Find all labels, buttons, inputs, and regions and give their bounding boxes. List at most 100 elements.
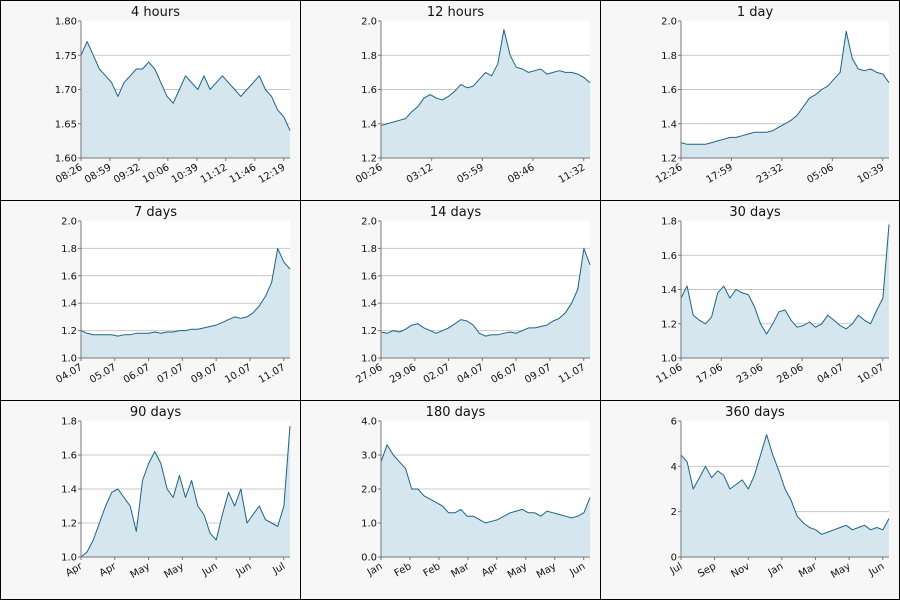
y-tick-label: 1.6 [661,85,677,96]
chart-svg: 1 day 1.2 1.4 1.6 1.8 2.0 12:26 17:59 23:32 05:06… [654,5,890,186]
x-tick-label: Jan [766,561,786,579]
y-tick-label: 1.2 [61,519,77,530]
y-tick-label: 1.8 [361,51,377,62]
y-tick-label: 1.2 [661,319,677,330]
x-tick-label: May [506,561,529,581]
series-area [81,426,290,557]
x-tick-label: 10.07 [856,362,886,386]
x-tick-label: 10:39 [170,162,200,186]
chart-title: 1 day [737,5,774,20]
y-tick-label: 1.2 [361,154,377,165]
chart-title: 180 days [426,405,486,420]
x-tick-label: Jan [365,561,385,579]
x-tick-label: 11.06 [654,362,684,386]
x-tick-label: 09.07 [523,362,553,386]
y-tick-label: 1.0 [661,354,677,365]
x-tick-label: 10:06 [141,162,171,186]
y-tick-label: 2.0 [361,485,377,496]
x-tick-label: Jun [200,561,220,579]
chart-panel: 180 days 0.0 1.0 2.0 3.0 4.0 Jan Feb Feb Mar Apr Ma… [300,400,601,600]
series-area [681,434,889,557]
y-tick-label: 2.0 [661,17,677,28]
chart-panel: 14 days 1.0 1.2 1.4 1.6 1.8 2.0 27.06 29.06 02.07… [300,200,601,401]
x-tick-label: 29.06 [388,362,418,386]
y-tick-label: 2 [671,507,677,518]
y-tick-label: 1.8 [361,244,377,255]
y-tick-label: 1.6 [61,451,77,462]
series-line [80,41,291,131]
x-tick-label: 08:46 [506,162,536,186]
series-area [81,248,290,358]
x-tick-label: 10:39 [856,162,886,186]
chart-title: 12 hours [427,5,484,20]
x-tick-label: May [129,561,152,581]
series-area [381,29,590,158]
y-tick-label: 1.8 [661,217,677,228]
chart-svg: 180 days 0.0 1.0 2.0 3.0 4.0 Jan Feb Feb Mar Apr Ma… [361,405,591,581]
y-tick-label: 1.2 [361,326,377,337]
y-tick-label: 4.0 [361,417,377,428]
series-area [381,248,590,358]
x-tick-label: Feb [422,561,443,579]
chart-panel: 90 days 1.0 1.2 1.4 1.6 1.8 Apr Apr May May Jun Jun… [0,400,301,600]
x-tick-label: 11:46 [228,162,258,186]
y-tick-label: 1.6 [661,251,677,262]
y-tick-label: 1.4 [661,119,677,130]
x-tick-label: 09:32 [112,162,142,186]
x-tick-label: 04.07 [54,362,84,386]
chart-svg: 4 hours 1.60 1.65 1.70 1.75 1.80 08:2608:5909:… [54,5,291,186]
x-tick-label: Mar [797,561,820,580]
y-tick-label: 1.6 [61,271,77,282]
x-tick-label: 06.07 [489,362,519,386]
chart-title: 360 days [725,405,785,420]
y-tick-label: 0.0 [361,553,377,564]
y-tick-label: 1.0 [361,519,377,530]
x-tick-label: Jun [866,561,886,579]
series-line [380,444,591,524]
x-tick-label: 00:26 [354,162,384,186]
y-tick-label: 1.65 [55,119,77,130]
y-tick-label: 1.8 [61,417,77,428]
chart-panel: 7 days 1.0 1.2 1.4 1.6 1.8 2.0 04.07 05.07 06.07 0… [0,200,301,401]
x-tick-label: 23:32 [755,162,785,186]
chart-svg: 30 days 1.0 1.2 1.4 1.6 1.8 11.06 17.06 23.06 28.… [654,205,890,386]
series-area [381,444,590,557]
x-tick-label: 12:19 [257,162,287,186]
x-tick-label: 23.06 [735,362,765,386]
y-tick-label: 1.75 [55,51,77,62]
y-tick-label: 1.6 [361,85,377,96]
y-tick-label: 1.0 [61,553,77,564]
chart-svg: 14 days 1.0 1.2 1.4 1.6 1.8 2.0 27.06 29.06 02.07… [354,205,591,386]
x-tick-label: 06.07 [122,362,152,386]
chart-title: 7 days [134,205,177,220]
y-tick-label: 4 [671,462,677,473]
x-tick-label: 11.07 [257,362,287,386]
y-tick-label: 6 [671,417,677,428]
x-tick-label: 02.07 [422,362,452,386]
y-tick-label: 1.80 [55,17,77,28]
x-tick-label: Apr [480,561,501,580]
series-line [380,247,591,337]
x-tick-label: 28.06 [775,362,805,386]
x-tick-label: Nov [729,561,751,580]
series-line [80,247,291,337]
x-tick-label: 05:06 [805,162,835,186]
y-tick-label: 3.0 [361,451,377,462]
x-tick-label: May [535,561,558,581]
y-tick-label: 1.2 [661,154,677,165]
y-tick-label: 1.4 [361,119,377,130]
x-tick-label: 11:12 [199,162,229,186]
x-tick-label: Jun [567,561,587,579]
y-tick-label: 1.8 [661,51,677,62]
series-line [680,224,890,335]
x-tick-label: May [829,561,852,581]
x-tick-label: 04.07 [456,362,486,386]
chart-panel: 4 hours 1.60 1.65 1.70 1.75 1.80 08:26 08:59 09:… [0,0,301,201]
y-tick-label: 2.0 [361,217,377,228]
series-line [380,29,591,126]
x-tick-label: 17.06 [695,362,725,386]
x-tick-label: 09.07 [189,362,219,386]
